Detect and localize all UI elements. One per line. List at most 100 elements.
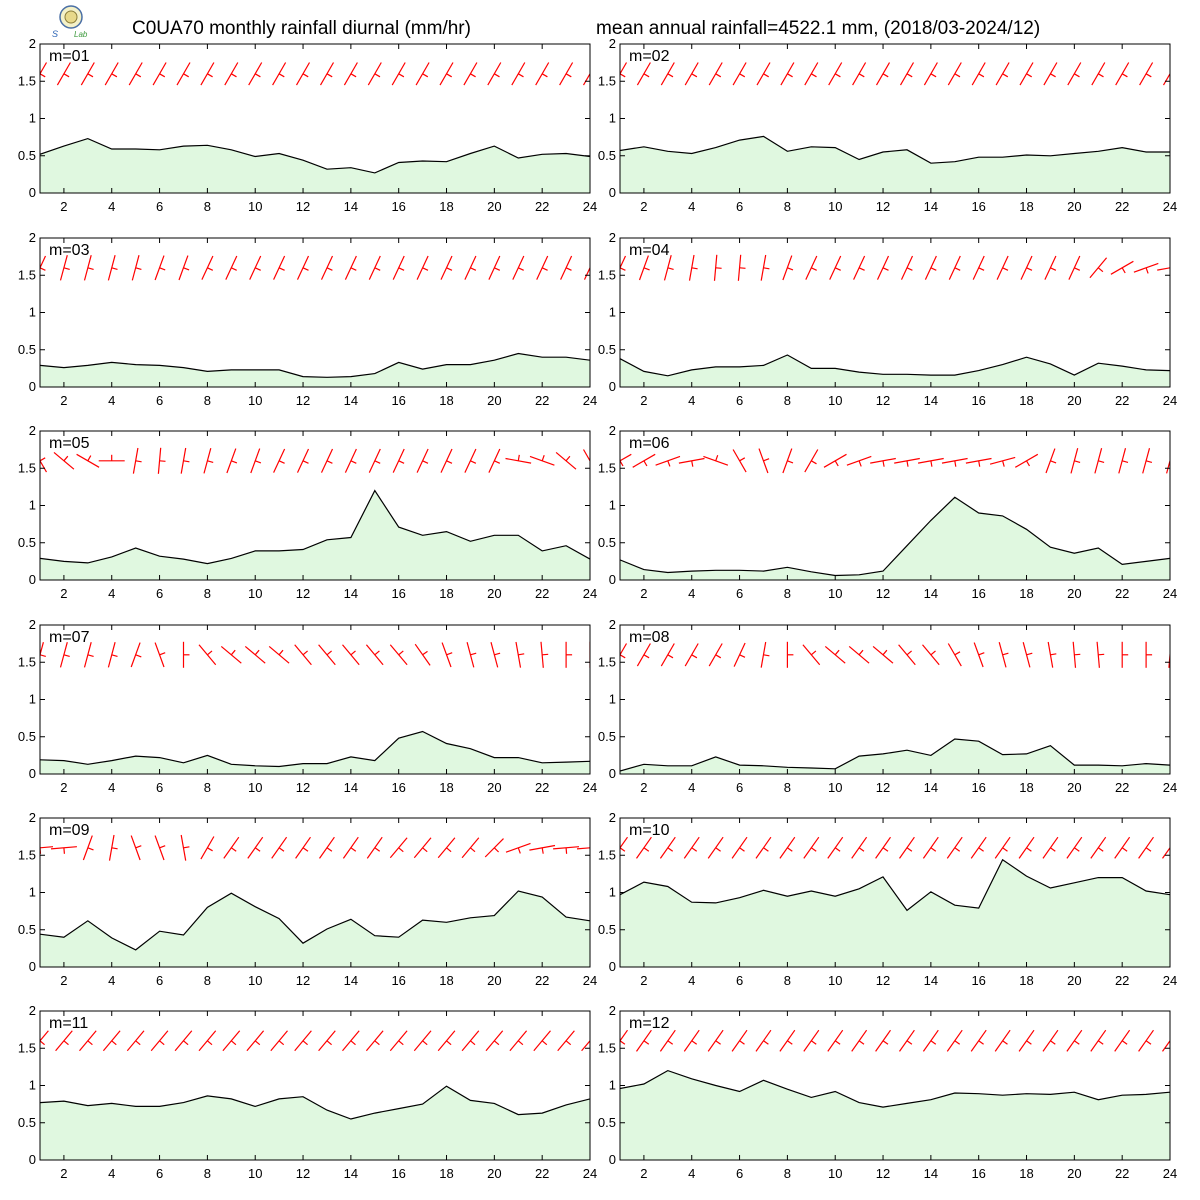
x-tick-label: 14 [344,199,358,214]
y-tick-label: 0.5 [18,1115,36,1130]
wind-barb-tick [763,847,769,852]
wind-barb-tick [183,73,189,78]
wind-barb-tick [565,267,572,271]
x-tick-label: 22 [1115,586,1129,601]
wind-barb-tick [834,649,840,656]
wind-barb-tick [739,73,746,78]
y-tick-label: 0.5 [598,148,616,163]
y-tick-label: 1.5 [598,1040,616,1055]
wind-barb-tick [254,847,261,852]
wind-barb-tick [1121,73,1128,78]
panel-label: m=09 [49,822,90,839]
rainfall-area [40,731,590,774]
wind-barb-tick [374,847,381,852]
wind-barb-tick [763,73,769,78]
x-tick-label: 18 [439,973,453,988]
wind-barb [365,644,384,666]
x-tick-label: 14 [344,393,358,408]
wind-barb [922,836,939,859]
y-tick-label: 1 [29,1078,36,1093]
wind-barb [318,1030,336,1052]
wind-barb [731,1029,748,1052]
wind-barb-tick [207,267,214,271]
wind-barb [342,644,360,666]
x-tick-label: 22 [535,973,549,988]
y-tick-label: 0 [29,572,36,587]
wind-barb [150,1030,169,1052]
y-tick-label: 0.5 [18,729,36,744]
y-tick-label: 0 [609,1152,616,1167]
x-tick-label: 20 [487,973,501,988]
wind-barb-tick [954,460,957,467]
wind-barb [509,1030,528,1052]
wind-barb [174,1030,193,1052]
wind-barb-tick [810,650,817,656]
x-tick-label: 20 [487,780,501,795]
wind-barb-tick [954,651,961,656]
wind-barb [620,255,627,270]
x-tick-label: 16 [971,973,985,988]
wind-barb-tick [834,73,841,78]
wind-barb-tick [1145,267,1149,274]
x-tick-label: 24 [583,393,597,408]
x-tick-label: 12 [876,1166,890,1181]
x-tick-label: 24 [583,586,597,601]
wind-barb-tick [135,267,142,270]
y-tick-label: 0.5 [18,922,36,937]
y-tick-label: 1 [29,498,36,513]
wind-barb-tick [254,460,262,464]
wind-barb-tick [930,650,936,656]
x-tick-label: 4 [108,199,115,214]
wind-barb [973,642,984,668]
wind-barb-tick [1026,267,1033,271]
wind-barb [342,1030,360,1052]
wind-barb-tick [763,1040,769,1045]
x-tick-label: 14 [924,780,938,795]
wind-barb-tick [1097,267,1104,273]
panel-m-08: 00.511.522 4 6 8 10 12 14 16 18 20 22 24m=08 [598,617,1177,795]
x-tick-label: 4 [108,586,115,601]
wind-barb-tick [493,847,500,853]
wind-barb-tick [715,73,722,78]
x-tick-label: 12 [876,199,890,214]
x-tick-label: 12 [296,973,310,988]
wind-barb [755,1029,772,1052]
panel-m-01: 00.511.522 4 6 8 10 12 14 16 18 20 22 24m=01 [18,36,597,214]
wind-barb-tick [183,267,190,271]
wind-barb-tick [446,847,452,853]
wind-barb [760,254,767,281]
wind-barb-tick [207,847,213,852]
wind-barb-tick [231,73,237,78]
wind-barb [40,62,48,76]
wind-barb [130,835,141,861]
wind-barb-tick [1097,847,1104,852]
wind-barb [581,1039,590,1052]
x-tick-label: 18 [439,586,453,601]
x-tick-label: 2 [60,780,67,795]
x-tick-label: 2 [60,199,67,214]
wind-barb-tick [87,1040,93,1046]
wind-barb-tick [63,654,70,657]
x-tick-label: 18 [1019,1166,1033,1181]
wind-barb-tick [518,267,524,271]
wind-barb-tick [541,847,544,854]
wind-barb [40,255,47,270]
plot-area [40,255,590,387]
wind-barb [582,449,590,463]
wind-barb-tick [620,654,626,659]
wind-barb [731,836,748,859]
x-tick-label: 2 [640,780,647,795]
wind-barb-tick [834,460,839,467]
wind-barb-tick [858,73,865,78]
wind-barb-tick [565,847,568,854]
wind-barb-tick [1169,73,1170,75]
wind-barb [898,644,916,666]
rainfall-line [40,352,590,378]
y-tick-label: 2 [29,423,36,438]
x-tick-label: 8 [784,780,791,795]
x-tick-label: 8 [784,586,791,601]
wind-barb-tick [1050,460,1057,464]
wind-barb-tick [1122,460,1129,463]
wind-barb-tick [906,1040,913,1045]
y-tick-label: 1 [609,305,616,320]
